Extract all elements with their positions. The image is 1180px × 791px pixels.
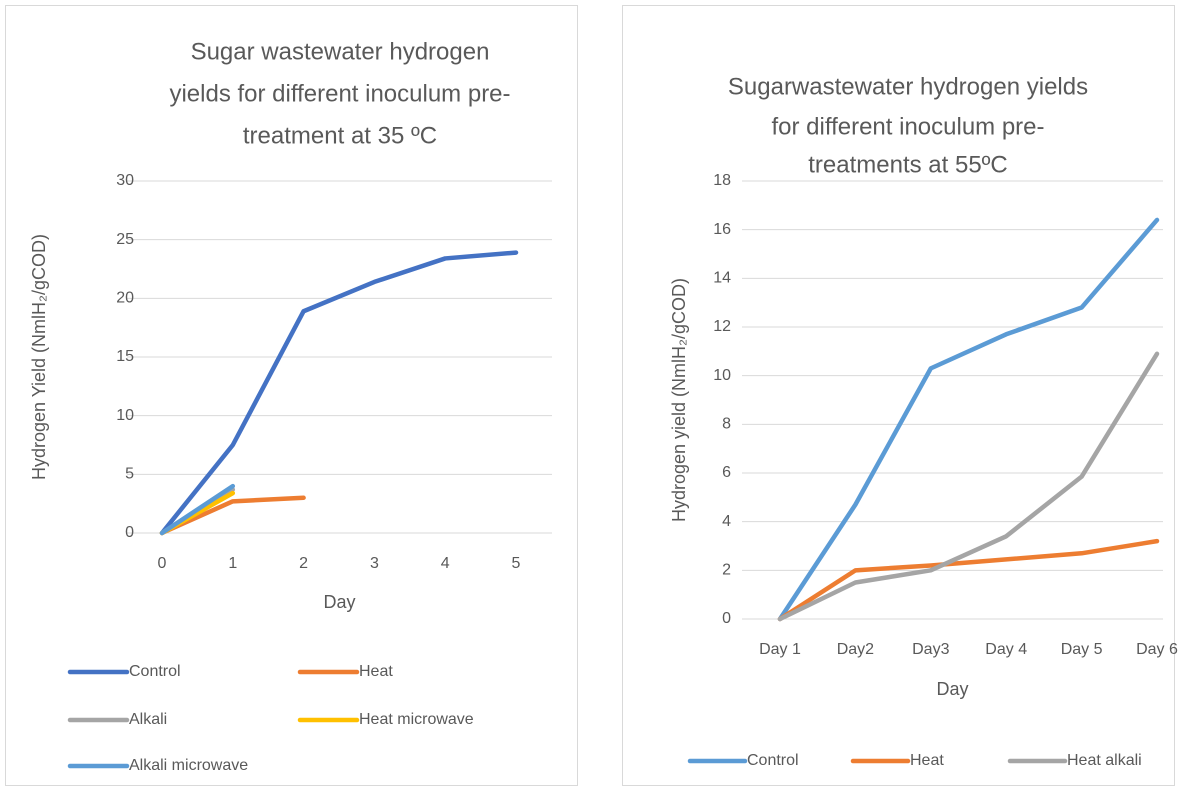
data-line — [777, 351, 1160, 622]
data-line — [159, 483, 236, 536]
x-tick-label: 5 — [512, 555, 521, 572]
y-tick-label: 0 — [125, 524, 134, 541]
data-line — [159, 495, 306, 536]
x-tick-label: 2 — [299, 555, 308, 572]
chart-title: Sugarwastewater hydrogen yields — [728, 73, 1088, 100]
y-tick-label: 4 — [722, 513, 731, 530]
y-tick-label: 15 — [116, 348, 134, 365]
chart-title: treatment at 35 ºC — [243, 122, 437, 149]
y-tick-label: 18 — [713, 172, 731, 189]
y-tick-label: 5 — [125, 466, 134, 483]
x-tick-label: 3 — [370, 555, 379, 572]
y-tick-label: 10 — [713, 367, 731, 384]
x-tick-label: Day 4 — [985, 641, 1027, 658]
x-tick-label: Day3 — [912, 641, 949, 658]
y-tick-label: 8 — [722, 416, 731, 433]
chart-title: for different inoculum pre- — [771, 113, 1044, 140]
y-tick-label: 25 — [116, 231, 134, 248]
y-axis-label: Hydrogen Yield (NmlH₂/gCOD) — [29, 234, 49, 480]
x-tick-label: 4 — [441, 555, 450, 572]
y-tick-label: 0 — [722, 610, 731, 627]
chart-title: treatments at 55ºC — [808, 151, 1008, 178]
y-tick-label: 12 — [713, 318, 731, 335]
legend-label: Alkali — [129, 711, 167, 728]
x-tick-label: 0 — [158, 555, 167, 572]
y-tick-label: 10 — [116, 407, 134, 424]
x-tick-label: Day 6 — [1136, 641, 1178, 658]
legend-label: Heat — [910, 752, 944, 769]
x-tick-label: Day 1 — [759, 641, 801, 658]
legend-label: Control — [747, 752, 799, 769]
data-line — [159, 250, 519, 536]
y-tick-label: 16 — [713, 221, 731, 238]
x-axis-label: Day — [323, 592, 355, 612]
data-line — [777, 538, 1160, 622]
chart-title: Sugar wastewater hydrogen — [191, 38, 490, 65]
x-tick-label: Day 5 — [1061, 641, 1103, 658]
y-tick-label: 20 — [116, 290, 134, 307]
data-line — [777, 217, 1160, 622]
chart-title: yields for different inoculum pre- — [169, 80, 510, 107]
y-tick-label: 2 — [722, 562, 731, 579]
y-tick-label: 14 — [713, 270, 731, 287]
y-axis-label: Hydrogen yield (NmlH₂/gCOD) — [669, 278, 689, 522]
legend-label: Control — [129, 663, 181, 680]
y-tick-label: 30 — [116, 172, 134, 189]
x-axis-label: Day — [936, 679, 968, 699]
legend-label: Heat microwave — [359, 711, 474, 728]
chart-panel — [622, 5, 1175, 786]
y-tick-label: 6 — [722, 464, 731, 481]
legend-label: Heat alkali — [1067, 752, 1142, 769]
x-tick-label: 1 — [228, 555, 237, 572]
x-tick-label: Day2 — [837, 641, 874, 658]
legend-label: Heat — [359, 663, 393, 680]
legend-label: Alkali microwave — [129, 757, 248, 774]
chart-panel — [5, 5, 578, 786]
